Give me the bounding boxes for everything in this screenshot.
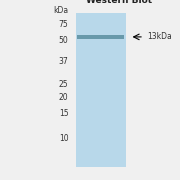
Text: 37: 37 bbox=[59, 57, 68, 66]
Text: 25: 25 bbox=[59, 80, 68, 89]
Text: 10: 10 bbox=[59, 134, 68, 143]
Text: 13kDa: 13kDa bbox=[148, 32, 172, 41]
Text: 15: 15 bbox=[59, 109, 68, 118]
Text: Western Blot: Western Blot bbox=[86, 0, 152, 5]
Text: 75: 75 bbox=[59, 20, 68, 29]
Text: kDa: kDa bbox=[53, 6, 68, 15]
Text: 20: 20 bbox=[59, 93, 68, 102]
Text: 50: 50 bbox=[59, 36, 68, 45]
Bar bbox=[77, 35, 124, 39]
Bar bbox=[76, 13, 126, 167]
